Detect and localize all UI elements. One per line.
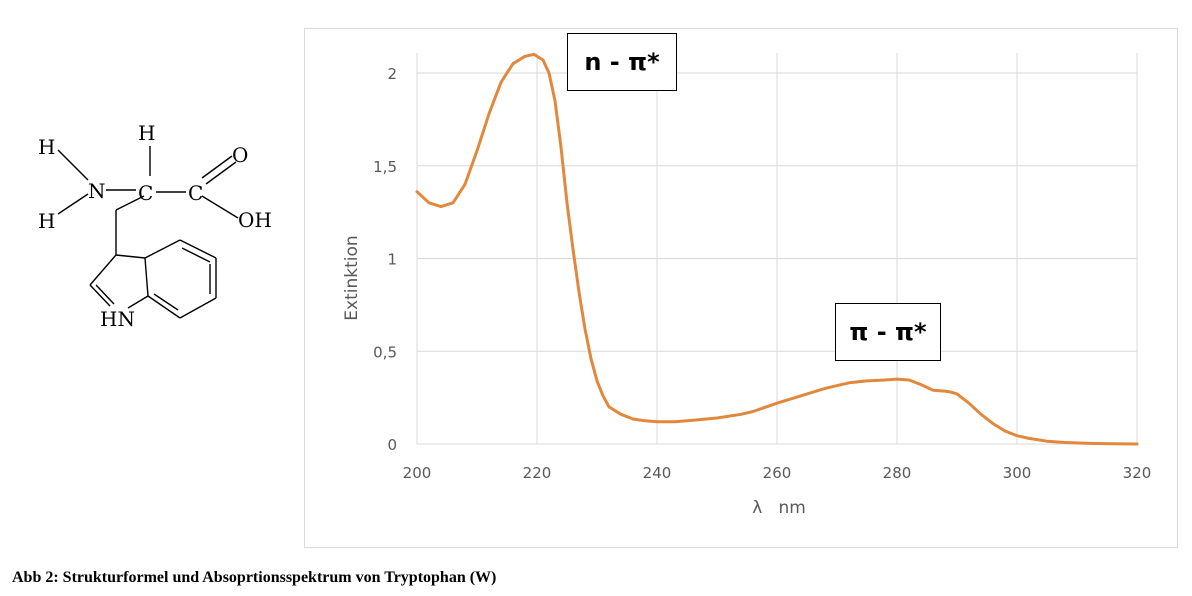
tick-labels: 200 220 240 260 280 300 320 0 0,5 1 1,5 2 xyxy=(373,65,1151,482)
atom-h-left-bottom: H xyxy=(38,209,55,233)
atom-h-left-top: H xyxy=(38,135,55,159)
x-tick-label: 200 xyxy=(403,464,432,482)
y-tick-label: 2 xyxy=(387,65,397,83)
bonds xyxy=(57,146,239,319)
x-tick-label: 240 xyxy=(643,464,672,482)
x-tick-label: 220 xyxy=(523,464,552,482)
y-tick-label: 0,5 xyxy=(373,343,397,361)
annotation-n-pi-star: n - π* xyxy=(567,33,677,91)
y-tick-label: 1,5 xyxy=(373,158,397,176)
y-tick-label: 1 xyxy=(387,251,397,269)
x-tick-label: 280 xyxy=(883,464,912,482)
grid xyxy=(416,53,1138,445)
absorption-spectrum-chart: 200 220 240 260 280 300 320 0 0,5 1 1,5 2 Extinktio… xyxy=(342,52,1151,518)
atom-oh: OH xyxy=(238,208,272,232)
chart-frame: 200 220 240 260 280 300 320 0 0,5 1 1,5 2 Extinktio… xyxy=(304,28,1178,548)
atom-n: N xyxy=(88,179,106,203)
x-tick-label: 320 xyxy=(1123,464,1152,482)
atom-hn: HN xyxy=(100,307,135,331)
atom-c-alpha: C xyxy=(138,181,153,205)
y-tick-label: 0 xyxy=(387,436,397,454)
x-tick-label: 300 xyxy=(1003,464,1032,482)
figure-caption: Abb 2: Strukturformel und Absoprtionsspe… xyxy=(12,569,497,586)
annotation-pi-pi-star: π - π* xyxy=(835,303,941,361)
x-axis-title: λ nm xyxy=(752,498,806,518)
absorption-curve xyxy=(415,52,1139,446)
x-tick-label: 260 xyxy=(763,464,792,482)
atom-h-top: H xyxy=(138,121,155,145)
atom-o: O xyxy=(232,143,248,167)
atom-c-carboxyl: C xyxy=(188,181,203,205)
y-axis-title: Extinktion xyxy=(342,235,362,320)
tryptophan-structural-formula: H H N H C C O OH HN xyxy=(38,121,272,331)
